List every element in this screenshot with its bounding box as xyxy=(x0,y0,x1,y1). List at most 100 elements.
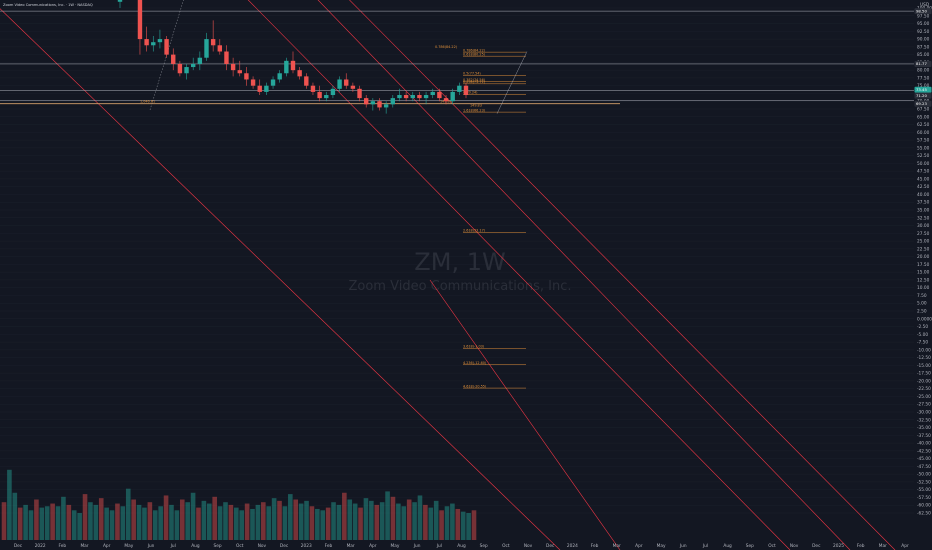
volume-bar xyxy=(374,504,380,540)
volume-bar xyxy=(390,496,396,540)
price-tag xyxy=(914,100,932,107)
candle-body xyxy=(357,88,362,99)
candle-body xyxy=(277,73,282,80)
volume-bar xyxy=(298,503,304,540)
time-tick-label: Oct xyxy=(502,543,510,549)
candle-body xyxy=(117,0,123,2)
watermark: ZM, 1W Zoom Video Communications, Inc. xyxy=(348,248,571,294)
price-axis-background xyxy=(914,0,932,550)
fib-level-label: 0.786(84.22) xyxy=(463,48,486,52)
time-tick-label: Oct xyxy=(236,543,244,549)
volume-bar xyxy=(444,506,450,540)
fib-level-label: 0.618(80.25) xyxy=(463,52,486,56)
candle-body xyxy=(324,95,329,99)
candle-body xyxy=(344,79,349,86)
candle-body xyxy=(363,98,369,105)
volume-bar xyxy=(34,499,39,540)
volume-bar xyxy=(396,503,401,540)
volume-bar xyxy=(358,507,363,540)
fib-level-label: 3.618(-1.03) xyxy=(463,344,485,348)
time-axis[interactable]: Dec 2022 Feb Mar Apr May Jun Jul Aug Sep Oct Nov Dec… xyxy=(14,543,909,549)
volume-bar xyxy=(109,510,115,540)
volume-bar xyxy=(309,506,315,540)
volume-bar xyxy=(412,502,417,540)
price-axis[interactable]: 100.0097.5095.0092.5090.0087.5085.0082.5… xyxy=(914,0,932,550)
volume-bar xyxy=(466,513,471,540)
volume-bar xyxy=(385,491,390,540)
price-tick-label: 67.50 xyxy=(917,107,930,113)
volume-bar xyxy=(228,504,234,540)
candle-body xyxy=(204,39,209,58)
volume-bar xyxy=(433,500,439,540)
time-tick-label: 2022 xyxy=(35,543,46,549)
price-tick-label: -40.00 xyxy=(917,441,931,447)
volume-bar xyxy=(196,507,201,540)
volume-bar xyxy=(266,506,272,540)
volume-bar xyxy=(179,499,185,540)
candle-body xyxy=(383,104,389,108)
candle-body xyxy=(250,79,256,86)
descending-channel-lines[interactable] xyxy=(0,0,896,550)
price-tick-label: 32.50 xyxy=(917,215,930,221)
volume-bar xyxy=(17,507,23,540)
volume-bar xyxy=(352,503,358,540)
volume-bar xyxy=(423,504,428,540)
candle-body xyxy=(230,63,236,71)
price-tick-label: 12.50 xyxy=(917,277,930,283)
volume-bar xyxy=(174,510,180,540)
candle-body xyxy=(437,91,442,99)
time-tick-label: Mar xyxy=(879,543,887,549)
fib-mid-tag: 149.83 xyxy=(470,104,482,108)
price-tick-label: -45.00 xyxy=(917,456,931,462)
candle-body xyxy=(137,0,143,40)
volume-bar xyxy=(201,500,207,540)
channel-line xyxy=(317,0,851,550)
fib-level-label: 0(70.24) xyxy=(463,91,478,95)
candle-body xyxy=(403,95,409,99)
horizontal-lines[interactable]: 1,046.61 149.83 xyxy=(0,10,914,105)
price-tick-label: -32.50 xyxy=(917,417,931,423)
volume-bar xyxy=(88,502,93,540)
candle-body xyxy=(190,63,196,68)
price-tick-label: -37.50 xyxy=(917,433,931,439)
price-tag xyxy=(914,92,932,99)
time-tick-label: Jul xyxy=(170,543,176,549)
volume-bar xyxy=(142,507,147,540)
price-tick-label: -35.00 xyxy=(917,425,931,431)
price-tag xyxy=(914,8,932,15)
volume-bar xyxy=(282,506,288,540)
volume-bar xyxy=(104,507,109,540)
time-tick-label: Dec xyxy=(546,543,555,549)
time-tick-label: Apr xyxy=(369,543,377,549)
fib-top-tag: 0.786(84.22) xyxy=(435,45,458,49)
candlesticks xyxy=(117,0,469,114)
volume-bar xyxy=(239,510,245,540)
time-tick-label: May xyxy=(124,543,133,549)
time-tick-label: Aug xyxy=(191,543,200,549)
fib-level-label: 0.382(74.56) xyxy=(463,78,486,82)
candle-body xyxy=(397,95,402,99)
price-tick-label: -42.50 xyxy=(917,448,931,454)
fibonacci-extension[interactable]: 0.786(84.22)0.618(80.25)0.5(77.54)0.382(… xyxy=(435,45,528,389)
price-tick-label: 50.00 xyxy=(917,161,930,167)
time-tick-label: Jun xyxy=(147,543,155,549)
volume-bar xyxy=(82,494,88,540)
volume-bar xyxy=(369,500,374,540)
volume-bar xyxy=(115,503,120,540)
volume-bar xyxy=(233,507,239,540)
time-tick-label: Dec xyxy=(14,543,23,549)
time-tick-label: Feb xyxy=(591,543,599,549)
time-tick-label: Aug xyxy=(723,543,732,549)
price-tick-label: -15.00 xyxy=(917,363,931,369)
volume-bar xyxy=(336,504,342,540)
candle-body xyxy=(443,98,449,102)
price-tick-label: 57.50 xyxy=(917,138,930,144)
volume-bar xyxy=(450,503,455,540)
volume-bar xyxy=(304,500,309,540)
volume-bar xyxy=(331,502,336,540)
volume-bar xyxy=(428,507,434,540)
time-tick-label: Mar xyxy=(347,543,355,549)
candle-body xyxy=(297,70,302,77)
price-tag-label: 69.23 xyxy=(916,101,927,106)
